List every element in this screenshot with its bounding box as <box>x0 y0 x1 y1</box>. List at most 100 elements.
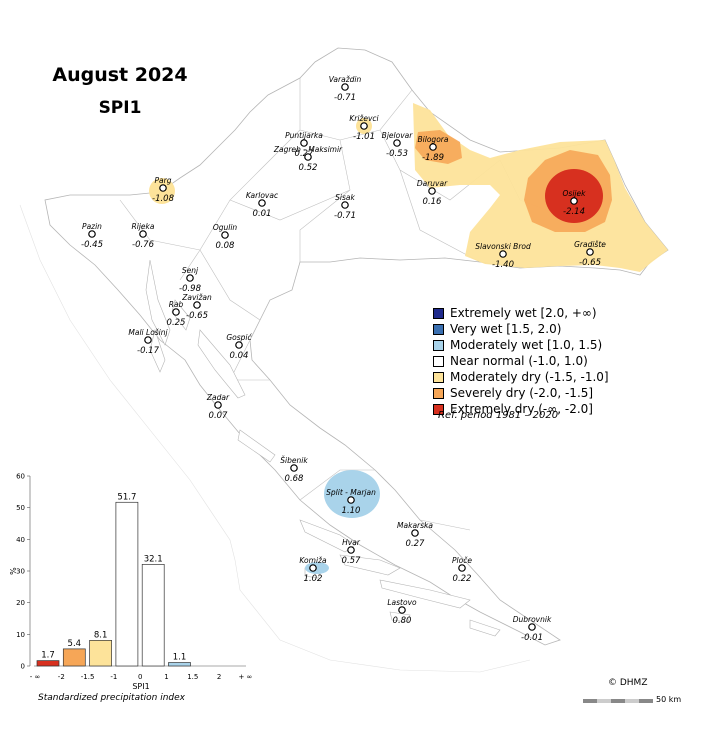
legend-swatch <box>433 339 444 351</box>
bar-value-label: 5.4 <box>68 639 82 649</box>
station-name: Split - Marjan <box>326 488 376 497</box>
station-name: Zavižan <box>181 293 212 302</box>
reference-period: Ref. period 1981 – 2020 <box>438 410 559 421</box>
station-name: Karlovac <box>246 191 279 200</box>
map-subtitle: SPI1 <box>98 98 142 118</box>
station-name: Puntijarka <box>285 131 323 140</box>
station-name: Zagreb - Maksimir <box>273 145 343 154</box>
legend-swatch <box>433 371 444 383</box>
bar-value-label: 32.1 <box>144 554 163 564</box>
station: Split - Marjan 1.10 <box>326 488 376 516</box>
x-tick-label: 1.5 <box>187 673 198 681</box>
station: Gospić 0.04 <box>226 333 252 361</box>
legend-label: Extremely dry (-∞, -2.0] <box>450 402 593 416</box>
islands <box>145 259 501 637</box>
station: Senj -0.98 <box>179 266 202 294</box>
legend-swatch <box>433 323 444 335</box>
legend-swatch <box>433 355 444 367</box>
station: Dubrovnik -0.01 <box>513 615 552 643</box>
station: Karlovac 0.01 <box>246 191 279 219</box>
legend-swatch <box>433 403 444 415</box>
station-name: Mali Lošinj <box>128 328 168 337</box>
station: Zavižan -0.65 <box>181 293 212 321</box>
bar-value-label: 8.1 <box>94 630 108 640</box>
station-marker <box>88 230 96 238</box>
station-value: -0.76 <box>132 240 155 250</box>
legend-item: Very wet [1.5, 2.0) <box>433 321 609 337</box>
scale-bar <box>583 699 653 703</box>
station-value: -1.40 <box>492 260 514 270</box>
legend-swatch <box>433 307 444 319</box>
station-value: -1.08 <box>152 194 175 204</box>
station-marker <box>411 529 419 537</box>
legend-item: Extremely dry (-∞, -2.0] <box>433 401 609 417</box>
station-name: Dubrovnik <box>513 615 552 624</box>
station-name: Gradište <box>574 240 606 249</box>
moderately-wet-split <box>324 470 380 518</box>
legend-item: Moderately dry (-1.5, -1.0] <box>433 369 609 385</box>
station: Puntijarka 0.27 <box>285 131 323 159</box>
station-value: 0.80 <box>393 616 412 626</box>
station-value: -0.65 <box>186 311 208 321</box>
station: Lastovo 0.80 <box>387 598 417 626</box>
station-marker <box>193 301 201 309</box>
legend: Extremely wet [2.0, +∞) Very wet [1.5, 2… <box>433 305 609 417</box>
station-name: Sisak <box>335 193 355 202</box>
territorial-waters <box>19 204 531 673</box>
station: Gradište -0.65 <box>574 240 606 268</box>
station-name: Rijeka <box>132 222 155 231</box>
station: Bilogora -1.89 <box>418 135 449 163</box>
station-value: -0.17 <box>137 346 160 356</box>
legend-item: Near normal (-1.0, 1.0) <box>433 353 609 369</box>
y-tick-label: 20 <box>16 599 25 607</box>
station: Parg -1.08 <box>152 176 175 204</box>
x-tick-label: -1 <box>110 673 117 681</box>
station-value: -1.89 <box>422 153 444 163</box>
station-marker <box>393 139 401 147</box>
station-value: -0.71 <box>334 93 356 103</box>
bar-value-label: 1.7 <box>41 651 55 661</box>
station-marker <box>528 623 536 631</box>
scale-label: 50 km <box>656 695 682 704</box>
station-name: Ploče <box>452 556 472 565</box>
station-value: -0.98 <box>179 284 202 294</box>
station-marker <box>258 199 266 207</box>
station-marker <box>499 250 507 258</box>
station-value: 0.07 <box>209 411 229 421</box>
station-name: Lastovo <box>387 598 417 607</box>
station-value: -0.53 <box>386 149 408 159</box>
station-name: Šibenik <box>280 456 308 465</box>
histogram-bar <box>62 648 86 667</box>
station: Zagreb - Maksimir 0.52 <box>273 145 343 173</box>
station-value: 0.52 <box>299 163 318 173</box>
station: Hvar 0.57 <box>342 538 362 566</box>
station-value: 0.22 <box>453 574 472 584</box>
copyright: © DHMZ <box>608 678 648 688</box>
station-value: 0.27 <box>295 149 315 159</box>
station-marker <box>586 248 594 256</box>
station-marker <box>428 187 436 195</box>
bar-value-label: 51.7 <box>117 492 136 502</box>
station-value: 1.02 <box>304 574 323 584</box>
station: Zadar 0.07 <box>206 393 230 421</box>
station: Makarska 0.27 <box>397 521 433 549</box>
station-marker <box>139 230 147 238</box>
y-axis-label: % <box>9 567 18 575</box>
station-value: -0.65 <box>579 258 601 268</box>
histogram-bar <box>36 660 60 667</box>
y-tick-label: 10 <box>16 631 25 639</box>
station: Osijek -2.14 <box>563 189 587 217</box>
station: Daruvar 0.16 <box>417 179 448 207</box>
station: Ploče 0.22 <box>452 556 472 584</box>
y-tick-label: 50 <box>16 504 25 512</box>
x-tick-label: 1 <box>164 673 168 681</box>
station-name: Ogulin <box>213 223 238 232</box>
station-marker <box>159 184 167 192</box>
x-tick-label: 0 <box>138 673 142 681</box>
station-value: -0.01 <box>521 633 543 643</box>
station-marker <box>341 201 349 209</box>
station-marker <box>186 274 194 282</box>
station-name: Gospić <box>226 333 252 342</box>
histogram-bar <box>168 662 191 667</box>
station-marker <box>290 464 298 472</box>
